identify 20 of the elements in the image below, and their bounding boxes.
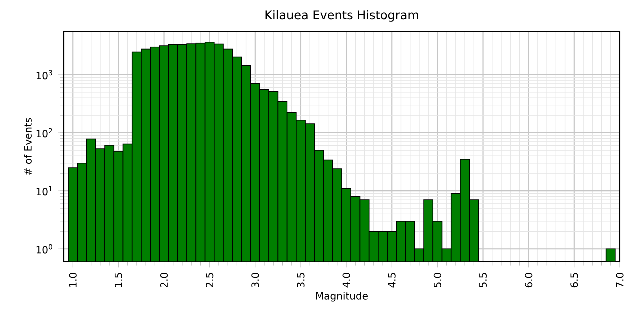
x-tick-label: 2.5 [206,273,214,288]
x-tick-label: 1.5 [114,273,122,288]
y-axis-title: # of Events [24,118,32,176]
x-tick-label: 3.0 [252,273,260,288]
x-tick-label: 5.0 [434,273,442,288]
x-axis-title: Magnitude [316,292,368,302]
y-tick-label: 10$^{0}$ [36,244,52,254]
y-tick-label: 10$^{2}$ [36,128,52,138]
x-tick-label: 5.5 [480,273,487,288]
y-tick-label: 10$^{3}$ [36,70,52,80]
x-tick-label: 4.0 [342,273,350,288]
x-tick-label: 7.0 [616,273,624,288]
x-tick-label: 6.0 [525,273,533,288]
chart-title: Kilauea Events Histogram [266,10,418,22]
y-tick-label: 10$^{1}$ [36,186,52,196]
x-tick-label: 6.5 [570,273,578,288]
x-tick-label: 1.0 [69,273,77,288]
x-tick-label: 3.5 [297,273,305,288]
x-tick-label: 2.0 [160,273,168,288]
x-tick-label: 4.5 [388,273,396,288]
